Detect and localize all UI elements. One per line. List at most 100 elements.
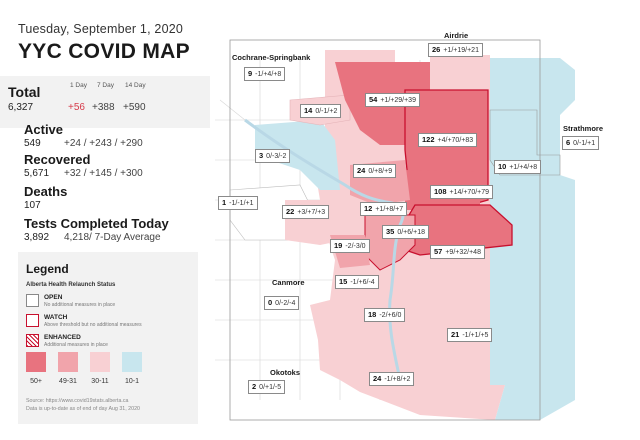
strathmore-boundary <box>489 109 561 176</box>
total-change-7day: +388 <box>92 102 115 113</box>
region-label-south: 18 -2/+6/0 <box>364 308 406 322</box>
region-east-lowest <box>490 58 575 420</box>
total-value: 6,327 <box>8 102 34 113</box>
region-label-nw-central: 24 0/+8/+9 <box>353 164 397 178</box>
region-changes: -1/+1/+5 <box>462 332 489 339</box>
scale-swatch-10-1 <box>122 352 142 372</box>
region-changes: -1/+4/+8 <box>255 71 282 78</box>
region-changes: 0/-2/-4 <box>275 300 296 307</box>
region-changes: 0/-1/+2 <box>315 108 338 115</box>
city-boundary <box>229 39 541 421</box>
region-changes: 0/-3/-2 <box>266 153 287 160</box>
town-strathmore: Strathmore <box>563 124 604 133</box>
town-cochrane-springbank: Cochrane-Springbank <box>232 53 311 62</box>
col-header-1day: 1 Day <box>70 82 87 89</box>
region-label-nw-upper: 14 0/-1/+2 <box>300 104 342 118</box>
source-text: Source: https://www.covid19stats.alberta… <box>26 398 129 404</box>
asof-text: Data is up-to-date as of end of day Aug … <box>26 406 140 412</box>
region-count: 21 <box>451 330 460 339</box>
watch-status-name: WATCH <box>44 314 68 321</box>
region-changes: +1/+8/+7 <box>375 206 404 213</box>
watch-status-desc: Above threshold but no additional measur… <box>44 322 142 328</box>
region-changes: +3/+7/+3 <box>297 209 326 216</box>
region-count: 2 <box>252 382 257 391</box>
deaths-label: Deaths <box>24 184 68 199</box>
region-label-se-lower: 21 -1/+1/+5 <box>447 328 493 342</box>
region-label-west-bow: 3 0/-3/-2 <box>255 149 291 163</box>
open-status-desc: No additional measures in place <box>44 302 116 308</box>
region-changes: -2/+6/0 <box>379 312 402 319</box>
region-count: 3 <box>259 151 264 160</box>
town-canmore: Canmore <box>272 278 305 287</box>
region-changes: +9/+32/+48 <box>445 249 481 256</box>
scale-label-30-11: 30-11 <box>91 378 109 385</box>
region-label-strathmore: 6 0/-1/+1 <box>562 136 600 150</box>
region-label-southeast: 57 +9/+32/+48 <box>430 245 485 259</box>
region-label-north: 54 +1/+29/+39 <box>365 93 420 107</box>
enhanced-status-desc: Additional measures in place <box>44 342 108 348</box>
recovered-changes: +32 / +145 / +300 <box>64 168 143 179</box>
region-label-okotoks: 2 0/+1/-5 <box>248 380 286 394</box>
region-label-east: 10 +1/+4/+8 <box>494 160 542 174</box>
tests-value: 3,892 <box>24 232 50 243</box>
region-count: 6 <box>566 138 571 147</box>
active-changes: +24 / +243 / +290 <box>64 138 143 149</box>
region-count: 108 <box>434 187 447 196</box>
recovered-value: 5,671 <box>24 168 50 179</box>
legend-panel: Legend Alberta Health Relaunch Status OP… <box>18 252 198 424</box>
region-count: 0 <box>268 298 273 307</box>
town-airdrie: Airdrie <box>444 31 469 40</box>
region-changes: 0/-1/+1 <box>573 140 596 147</box>
active-value: 549 <box>24 138 41 149</box>
legend-title: Legend <box>26 262 69 276</box>
region-changes: -1/+8/+2 <box>384 376 411 383</box>
region-label-ne-central: 108 +14/+70/+79 <box>430 185 494 199</box>
region-changes: -1/+6/-4 <box>350 279 375 286</box>
page-title: YYC COVID MAP <box>18 40 190 63</box>
region-label-far-south: 24 -1/+8/+2 <box>369 372 415 386</box>
region-count: 14 <box>304 106 313 115</box>
region-count: 12 <box>364 204 373 213</box>
town-okotoks: Okotoks <box>270 368 301 377</box>
region-label-cochrane: 9 -1/+4/+8 <box>244 67 286 81</box>
region-count: 54 <box>369 95 378 104</box>
total-label: Total <box>8 84 41 100</box>
col-header-7day: 7 Day <box>97 82 114 89</box>
active-label: Active <box>24 122 64 137</box>
region-count: 57 <box>434 247 443 256</box>
region-label-centre: 12 +1/+8/+7 <box>360 202 408 216</box>
region-count: 26 <box>432 45 441 54</box>
region-count: 18 <box>368 310 377 319</box>
region-count: 24 <box>357 166 366 175</box>
region-changes: 0/+8/+9 <box>368 168 393 175</box>
open-status-swatch <box>26 294 39 307</box>
region-changes: 0/+1/-5 <box>259 384 282 391</box>
col-header-14day: 14 Day <box>125 82 146 89</box>
scale-swatch-30-11 <box>90 352 110 372</box>
legend-subtitle: Alberta Health Relaunch Status <box>26 282 116 288</box>
region-changes: +1/+29/+39 <box>380 97 416 104</box>
scale-label-10-1: 10-1 <box>124 378 139 385</box>
region-label-far-west: 1 -1/-1/+1 <box>218 196 258 210</box>
scale-label-50plus: 50+ <box>30 378 42 385</box>
region-label-west: 22 +3/+7/+3 <box>282 205 330 219</box>
region-count: 10 <box>498 162 507 171</box>
recovered-label: Recovered <box>24 152 91 167</box>
region-changes: +1/+19/+21 <box>443 47 479 54</box>
region-changes: -2/-3/0 <box>345 243 366 250</box>
region-count: 24 <box>373 374 382 383</box>
region-changes: +1/+4/+8 <box>509 164 538 171</box>
scale-swatch-50plus <box>26 352 46 372</box>
total-stat-box: Total 6,327 1 Day 7 Day 14 Day +56 +388 … <box>0 76 210 128</box>
region-count: 122 <box>422 135 435 144</box>
region-changes: +14/+70/+79 <box>449 189 490 196</box>
region-count: 9 <box>248 69 253 78</box>
region-count: 15 <box>339 277 348 286</box>
scale-label-49-31: 49-31 <box>59 378 77 385</box>
watch-status-swatch <box>26 314 39 327</box>
enhanced-status-swatch <box>26 334 39 347</box>
region-label-sw: 15 -1/+6/-4 <box>335 275 379 289</box>
region-count: 22 <box>286 207 295 216</box>
open-status-name: OPEN <box>44 294 63 301</box>
